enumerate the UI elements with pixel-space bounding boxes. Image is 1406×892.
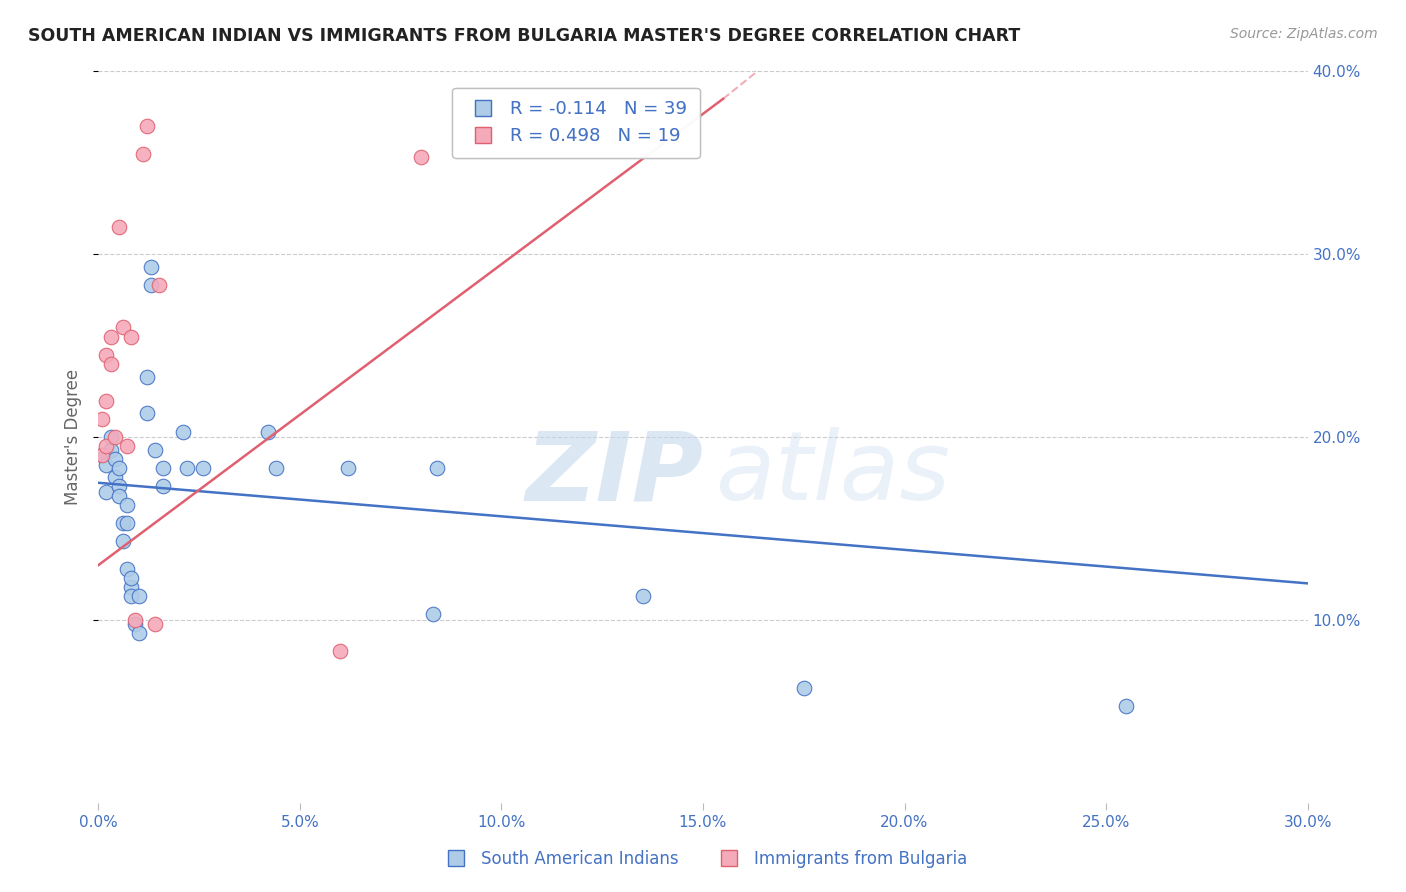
Y-axis label: Master's Degree: Master's Degree [65, 369, 83, 505]
Point [139, 260, 162, 274]
Point [176, 461, 198, 475]
Text: SOUTH AMERICAN INDIAN VS IMMIGRANTS FROM BULGARIA MASTER'S DEGREE CORRELATION CH: SOUTH AMERICAN INDIAN VS IMMIGRANTS FROM… [28, 27, 1021, 45]
Point [120, 589, 142, 603]
Point [115, 439, 138, 453]
Point [148, 278, 170, 293]
Point [135, 406, 157, 420]
Point [100, 329, 122, 343]
Point [329, 644, 352, 658]
Point [128, 589, 150, 603]
Point [103, 430, 125, 444]
Point [103, 470, 125, 484]
Point [96, 439, 118, 453]
Point [120, 571, 142, 585]
Point [120, 329, 142, 343]
Point [115, 562, 138, 576]
Point [143, 616, 166, 631]
Point [107, 219, 129, 234]
Point [124, 613, 146, 627]
Point [135, 119, 157, 133]
Point [111, 516, 134, 530]
Point [120, 580, 142, 594]
Point [100, 442, 122, 457]
Point [193, 461, 215, 475]
Point [139, 278, 162, 293]
Point [100, 430, 122, 444]
Point [172, 425, 194, 439]
Legend: R = -0.114   N = 39, R = 0.498   N = 19: R = -0.114 N = 39, R = 0.498 N = 19 [453, 87, 700, 158]
Point [107, 489, 129, 503]
Point [152, 461, 174, 475]
Point [264, 461, 287, 475]
Point [793, 681, 815, 695]
Point [103, 452, 125, 467]
Point [111, 320, 134, 334]
Point [1115, 698, 1137, 713]
Point [96, 485, 118, 500]
Point [96, 393, 118, 408]
Point [107, 479, 129, 493]
Point [132, 146, 155, 161]
Point [128, 625, 150, 640]
Text: atlas: atlas [716, 427, 950, 520]
Point [256, 425, 278, 439]
Point [91, 412, 114, 426]
Point [96, 348, 118, 362]
Point [115, 516, 138, 530]
Point [135, 369, 157, 384]
Point [100, 357, 122, 371]
Point [631, 589, 654, 603]
Point [91, 449, 114, 463]
Point [422, 607, 444, 622]
Point [107, 461, 129, 475]
Text: Source: ZipAtlas.com: Source: ZipAtlas.com [1230, 27, 1378, 41]
Point [337, 461, 360, 475]
Point [91, 449, 114, 463]
Point [426, 461, 449, 475]
Legend: South American Indians, Immigrants from Bulgaria: South American Indians, Immigrants from … [433, 844, 973, 875]
Point [124, 616, 146, 631]
Point [409, 150, 432, 164]
Point [143, 442, 166, 457]
Point [115, 498, 138, 512]
Point [152, 479, 174, 493]
Point [111, 534, 134, 549]
Text: ZIP: ZIP [524, 427, 703, 520]
Point [96, 458, 118, 472]
